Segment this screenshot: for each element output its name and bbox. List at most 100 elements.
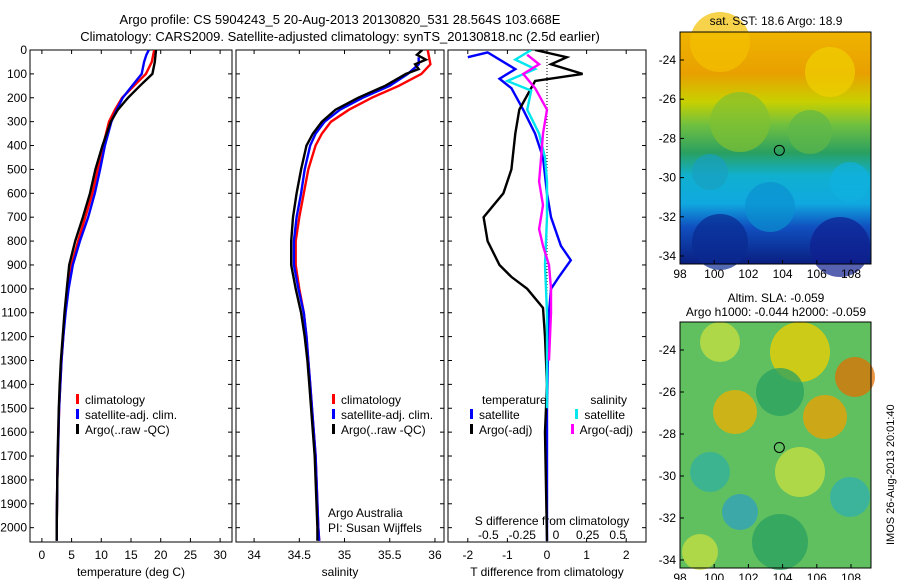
x-tick-label: 2	[623, 548, 630, 562]
y-tick-label: 1600	[0, 425, 27, 439]
sla-map-title-2: Argo h1000: -0.044 h2000: -0.059	[685, 305, 867, 319]
x-tick-label: -2	[462, 548, 473, 562]
series-group-temperature	[55, 50, 158, 541]
sst-patch	[810, 217, 870, 277]
sst-patch	[692, 154, 728, 190]
legend-t-argo: Argo(-adj)	[479, 423, 533, 437]
temperature-legend: climatology satellite-adj. clim. Argo(..…	[76, 393, 177, 438]
x-tick-label: 5	[68, 548, 75, 562]
y-tick-label: 500	[7, 162, 27, 176]
x-axis-label-temperature: temperature (deg C)	[77, 565, 185, 579]
map-x-tick-label: 98	[673, 267, 687, 281]
argo-location-marker	[773, 144, 785, 156]
sla-patch	[700, 322, 740, 362]
x-tick-label: 35.5	[378, 548, 402, 562]
sst-patch	[692, 214, 748, 270]
x-tick-label: 35	[338, 548, 352, 562]
y-tick-label: 1900	[0, 497, 27, 511]
legend-header-temperature: temperature	[482, 393, 547, 407]
sst-map-frame	[679, 31, 872, 265]
sla-patch	[713, 390, 757, 434]
x-tick-label: 36	[428, 548, 442, 562]
map-y-tick-label: -28	[659, 427, 677, 441]
sst-patch	[745, 182, 795, 232]
sst-patch	[788, 110, 832, 154]
sla-patch	[682, 534, 718, 570]
sla-patch	[722, 494, 758, 530]
map-y-tick-label: -28	[659, 131, 677, 145]
x-tick-label: 30	[213, 548, 227, 562]
salinity-legend: climatology satellite-adj. clim. Argo(..…	[332, 393, 433, 438]
map-y-tick-label: -34	[659, 553, 677, 567]
sla-patch	[752, 514, 808, 570]
legend-swatch-s-satellite	[575, 409, 579, 419]
map-y-tick-label: -26	[659, 385, 677, 399]
legend-s-satellite: satellite	[584, 408, 625, 422]
legend-t-satellite: satellite	[479, 408, 520, 422]
map-y-tick-label: -26	[659, 92, 677, 106]
legend-s-argo: Argo(-adj)	[579, 423, 633, 437]
legend-header-salinity: salinity	[590, 393, 627, 407]
y-tick-label: 700	[7, 210, 27, 224]
map-y-tick-label: -34	[659, 249, 677, 263]
y-tick-label: 600	[7, 186, 27, 200]
y-tick-label: 100	[7, 67, 27, 81]
x-tick-label: 1	[583, 548, 590, 562]
map-x-tick-label: 100	[704, 267, 724, 281]
y-tick-label: 1000	[0, 282, 27, 296]
sla-patch	[690, 452, 730, 492]
imos-credit: IMOS 26-Aug-2013 20:01:40	[885, 404, 897, 545]
map-x-tick-label: 108	[841, 571, 861, 580]
legend-swatch-satellite	[332, 409, 335, 419]
sla-patch	[830, 477, 870, 517]
series-line	[55, 50, 158, 541]
salinity-annotation: Argo Australia PI: Susan Wijffels	[328, 506, 422, 536]
sst-patch	[690, 12, 750, 72]
map-x-tick-label: 98	[673, 571, 687, 580]
legend-swatch-t-argo	[470, 424, 473, 434]
annotation-line1: Argo Australia	[328, 506, 403, 520]
sla-patch	[803, 395, 847, 439]
s-difference-label: S difference from climatology	[474, 514, 630, 528]
sla-patch	[756, 368, 804, 416]
y-tick-label: 1300	[0, 353, 27, 367]
y-tick-label: 800	[7, 234, 27, 248]
legend-satellite: satellite-adj. clim.	[341, 408, 434, 422]
series-line	[482, 50, 583, 541]
map-x-tick-label: 102	[738, 267, 758, 281]
legend-swatch-climatology	[332, 394, 335, 404]
series-group-difference	[467, 50, 583, 541]
x-tick-label: 15	[124, 548, 138, 562]
legend-swatch-argo	[76, 424, 79, 434]
y-tick-label: 200	[7, 91, 27, 105]
sst-patch	[830, 162, 870, 202]
x-axis-label-difference: T difference from climatology	[470, 565, 624, 579]
x-tick-label: 34	[247, 548, 261, 562]
series-line	[521, 53, 553, 361]
sla-map	[679, 321, 875, 570]
y-tick-label: 1500	[0, 401, 27, 415]
sla-patch	[775, 447, 825, 497]
x-tick-label: 20	[154, 548, 168, 562]
chart-title-line2: Climatology: CARS2009. Satellite-adjuste…	[80, 29, 600, 44]
map-x-tick-label: 106	[807, 571, 827, 580]
y-tick-label: 1400	[0, 377, 27, 391]
map-x-tick-label: 104	[773, 267, 793, 281]
map-x-tick-label: 106	[807, 267, 827, 281]
legend-argo: Argo(..raw -QC)	[85, 423, 170, 437]
sst-map	[679, 12, 872, 277]
y-tick-label: 1800	[0, 473, 27, 487]
x-tick-label: 0	[39, 548, 46, 562]
series-group-salinity	[290, 50, 432, 541]
sst-patch	[805, 47, 855, 97]
y-tick-label: 400	[7, 139, 27, 153]
y-tick-label: 1200	[0, 330, 27, 344]
difference-legend: temperature salinity satellite satellite…	[470, 393, 645, 438]
legend-swatch-argo	[332, 424, 335, 434]
legend-satellite: satellite-adj. clim.	[85, 408, 178, 422]
sst-patch	[710, 92, 770, 152]
legend-swatch-t-satellite	[470, 409, 473, 419]
x-tick-label: 10	[95, 548, 109, 562]
sla-patch	[835, 357, 875, 397]
